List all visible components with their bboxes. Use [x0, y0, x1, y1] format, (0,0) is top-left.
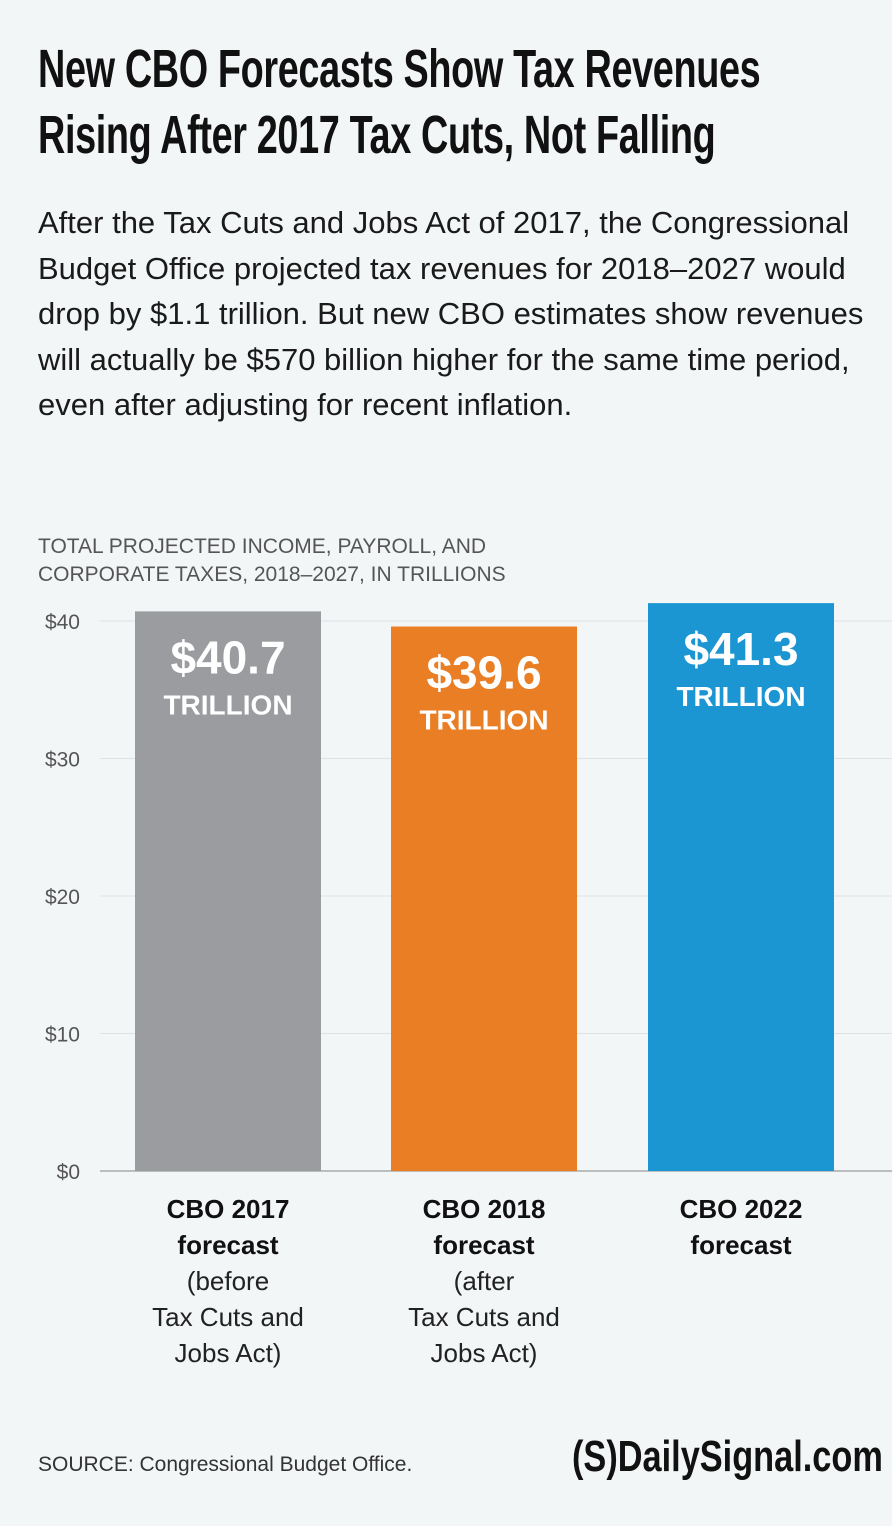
x-tick-label: forecast: [690, 1230, 791, 1260]
x-tick-label: CBO 2022: [680, 1194, 803, 1224]
y-tick-label: $30: [45, 749, 80, 772]
title-line: New CBO Forecasts Show Tax Revenues: [38, 39, 761, 99]
source-note: SOURCE: Congressional Budget Office.: [38, 1453, 413, 1476]
x-tick-label: forecast: [177, 1230, 278, 1260]
y-tick-label: $40: [45, 611, 80, 634]
subtitle: After the Tax Cuts and Jobs Act of 2017,…: [38, 205, 864, 422]
x-tick-label: CBO 2018: [423, 1194, 546, 1224]
x-tick-label: forecast: [433, 1230, 534, 1260]
bar: [648, 603, 834, 1171]
page-title: New CBO Forecasts Show Tax Revenues Risi…: [38, 36, 878, 168]
data-unit-label: TRILLION: [163, 689, 292, 720]
data-label: $39.6: [426, 647, 541, 699]
x-tick-note: Tax Cuts and: [152, 1302, 304, 1332]
bar-chart: $0 $10 $20 $30 $40 $40.7 TRILLION CBO 2017 forec…: [45, 603, 892, 1368]
data-unit-label: TRILLION: [676, 681, 805, 712]
x-tick-note: Jobs Act): [175, 1338, 282, 1368]
y-axis-label: TOTAL PROJECTED INCOME, PAYROLL, AND COR…: [38, 535, 506, 586]
x-tick-label: CBO 2017: [167, 1194, 290, 1224]
y-tick-label: $10: [45, 1024, 80, 1047]
daily-signal-logo: (S)DailySignal.com: [572, 1432, 883, 1481]
data-label: $41.3: [683, 623, 798, 675]
x-tick-note: (after: [454, 1266, 515, 1296]
data-unit-label: TRILLION: [419, 705, 548, 736]
y-tick-label: $20: [45, 886, 80, 909]
title-line: Rising After 2017 Tax Cuts, Not Falling: [38, 105, 716, 165]
x-tick-note: (before: [187, 1266, 269, 1296]
x-tick-note: Tax Cuts and: [408, 1302, 560, 1332]
data-label: $40.7: [170, 631, 285, 683]
bar: [135, 611, 321, 1171]
x-tick-note: Jobs Act): [431, 1338, 538, 1368]
bar: [391, 626, 577, 1171]
y-tick-label: $0: [57, 1161, 80, 1184]
